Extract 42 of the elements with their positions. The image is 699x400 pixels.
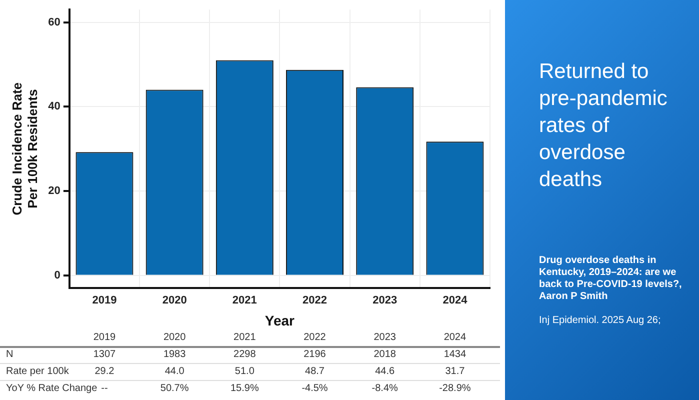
text: 1307 xyxy=(93,349,116,360)
x-axis-title: Year xyxy=(264,312,296,328)
text: 1434 xyxy=(444,349,466,360)
data-label: 31.7 xyxy=(445,366,465,377)
x-tick-label: 2021 xyxy=(232,294,257,307)
category-label: 2023 xyxy=(374,332,396,343)
text: -28.9% xyxy=(439,383,471,394)
x-tick-label: 2024 xyxy=(442,294,468,307)
text: Drug overdose deaths in Kentucky, 2019–2024: are we back to Pre-COVID-19 levels?, Aaron P Smith xyxy=(539,255,683,303)
text: 15.9% xyxy=(230,383,259,394)
x-tick-label: 2022 xyxy=(302,294,328,307)
data-label: 44.0 xyxy=(164,366,184,377)
text: 2298 xyxy=(234,349,256,360)
data-label: 29.2 xyxy=(94,366,114,377)
text: Returned to pre-pandemic rates of overdose deaths xyxy=(539,59,668,193)
text: -8.4% xyxy=(372,383,398,394)
y-tick-label: 60 xyxy=(48,16,60,28)
category-label: 2019 xyxy=(93,332,116,343)
y-tick-label: 0 xyxy=(54,269,60,282)
category-label: 2024 xyxy=(444,332,466,343)
data-label: 44.6 xyxy=(375,366,395,377)
text: Rate per 100k xyxy=(6,366,69,377)
text: 50.7% xyxy=(160,383,189,394)
data-label: 51.0 xyxy=(234,366,254,377)
text: Inj Epidemiol. 2025 Aug 26; xyxy=(539,315,662,326)
x-tick-label: 2020 xyxy=(162,294,187,307)
y-tick-label: 20 xyxy=(48,185,60,198)
text: -- xyxy=(101,383,108,394)
text: 1983 xyxy=(163,349,186,360)
data-label: 48.7 xyxy=(305,366,324,377)
text: 2018 xyxy=(374,349,396,360)
category-label: 2020 xyxy=(163,332,186,343)
y-axis-title: Crude Incidence Rate Per 100k Residents xyxy=(9,82,40,216)
x-tick-label: 2019 xyxy=(92,294,117,307)
category-label: 2021 xyxy=(234,332,256,343)
text: YoY % Rate Change xyxy=(6,383,98,394)
y-tick-label: 40 xyxy=(48,100,60,113)
text: 2196 xyxy=(304,349,326,360)
text: -4.5% xyxy=(302,383,328,394)
category-label: 2022 xyxy=(304,332,326,343)
x-tick-label: 2023 xyxy=(372,294,398,307)
text: N xyxy=(6,349,14,360)
